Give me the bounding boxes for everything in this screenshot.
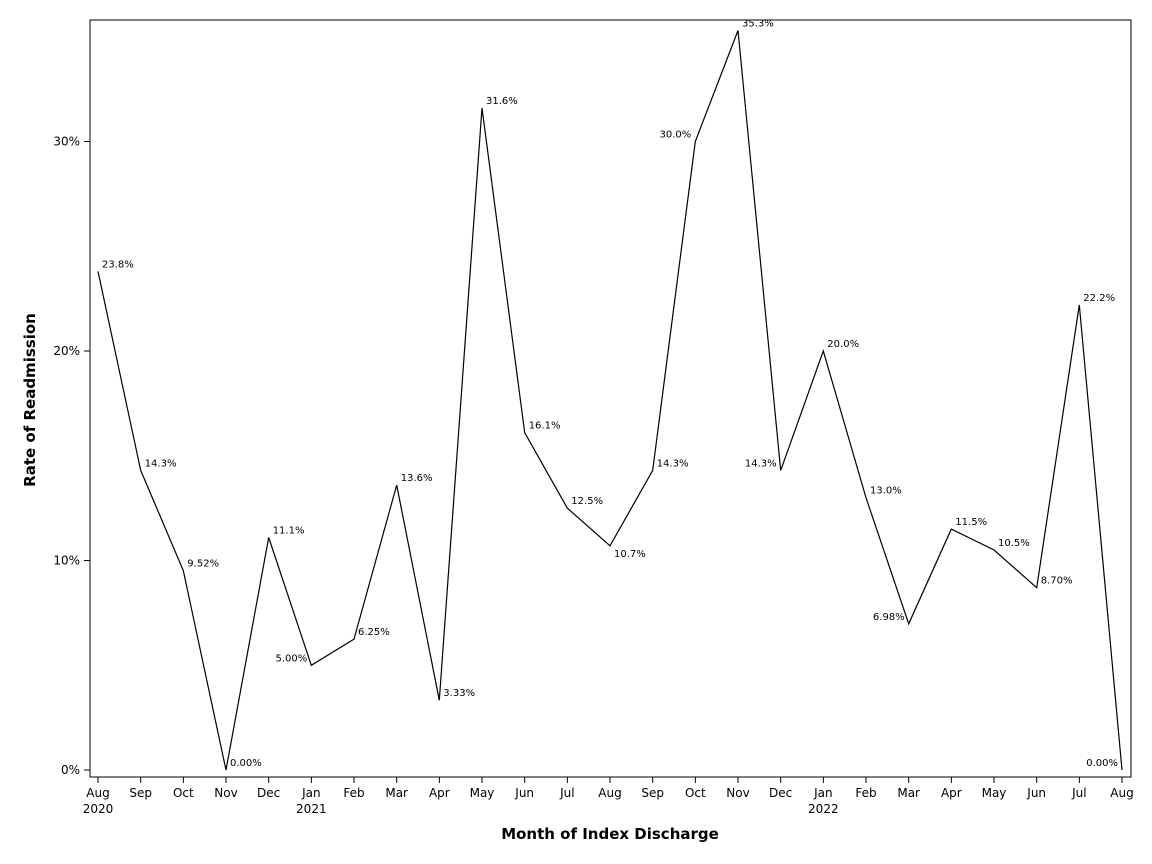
data-label: 3.33% <box>443 688 475 699</box>
data-label: 8.70% <box>1041 576 1073 587</box>
data-label: 22.2% <box>1083 293 1115 304</box>
x-tick-label: Nov <box>726 786 749 800</box>
y-axis-title: Rate of Readmission <box>21 313 39 487</box>
data-label: 30.0% <box>660 130 692 141</box>
x-axis: Aug Sep Oct Nov Dec Jan Feb Mar Apr May Jun Jul Aug S… <box>83 777 1134 816</box>
x-tick-label: Sep <box>641 786 664 800</box>
data-label: 20.0% <box>827 339 859 350</box>
x-tick-label: Jan <box>813 786 833 800</box>
series-line <box>97 30 1123 771</box>
x-tick-label: Mar <box>385 786 408 800</box>
x-tick-label: Feb <box>855 786 876 800</box>
data-label: 35.3% <box>742 19 774 30</box>
x-tick-label: Apr <box>941 786 962 800</box>
x-year-label: 2021 <box>296 802 327 816</box>
data-label: 6.25% <box>358 627 390 638</box>
data-label: 14.3% <box>145 458 177 469</box>
data-label: 9.52% <box>187 559 219 570</box>
y-tick-label: 0% <box>61 763 80 777</box>
x-tick-label: May <box>470 786 495 800</box>
data-labels: 23.8% 14.3% 9.52% 0.00% 11.1% 5.00% 6.25% 13.6%… <box>102 19 1118 770</box>
data-label: 13.6% <box>401 473 433 484</box>
y-tick-label: 30% <box>53 135 80 149</box>
data-label: 31.6% <box>486 96 518 107</box>
data-label: 0.00% <box>1086 758 1118 769</box>
x-tick-label: May <box>982 786 1007 800</box>
data-label: 11.1% <box>273 526 305 537</box>
data-label: 12.5% <box>571 496 603 507</box>
data-label: 5.00% <box>276 653 308 664</box>
data-label: 0.00% <box>230 758 262 769</box>
x-axis-title: Month of Index Discharge <box>501 825 719 843</box>
data-label: 16.1% <box>529 421 561 432</box>
data-label: 10.7% <box>614 549 646 560</box>
x-tick-label: Jul <box>559 786 574 800</box>
x-tick-label: Mar <box>897 786 920 800</box>
x-tick-label: Dec <box>257 786 280 800</box>
data-label: 10.5% <box>998 538 1030 549</box>
x-tick-label: Oct <box>173 786 194 800</box>
x-tick-label: Jun <box>514 786 534 800</box>
x-tick-label: Jun <box>1026 786 1046 800</box>
x-tick-label: Aug <box>1110 786 1133 800</box>
y-tick-label: 10% <box>53 554 80 568</box>
x-tick-label: Jan <box>301 786 321 800</box>
data-label: 14.3% <box>657 458 689 469</box>
x-tick-label: Jul <box>1071 786 1086 800</box>
x-tick-label: Apr <box>429 786 450 800</box>
y-tick-label: 20% <box>53 344 80 358</box>
x-tick-label: Aug <box>86 786 109 800</box>
y-axis: 0% 10% 20% 30% <box>53 135 90 777</box>
x-tick-label: Nov <box>214 786 237 800</box>
data-label: 13.0% <box>870 486 902 497</box>
data-label: 6.98% <box>873 612 905 623</box>
x-year-label: 2022 <box>808 802 839 816</box>
x-tick-label: Feb <box>343 786 364 800</box>
x-year-label: 2020 <box>83 802 114 816</box>
data-label: 14.3% <box>745 458 777 469</box>
data-label: 23.8% <box>102 259 134 270</box>
x-tick-label: Aug <box>598 786 621 800</box>
x-tick-label: Oct <box>685 786 706 800</box>
x-tick-label: Dec <box>769 786 792 800</box>
x-tick-label: Sep <box>129 786 152 800</box>
data-label: 11.5% <box>955 517 987 528</box>
